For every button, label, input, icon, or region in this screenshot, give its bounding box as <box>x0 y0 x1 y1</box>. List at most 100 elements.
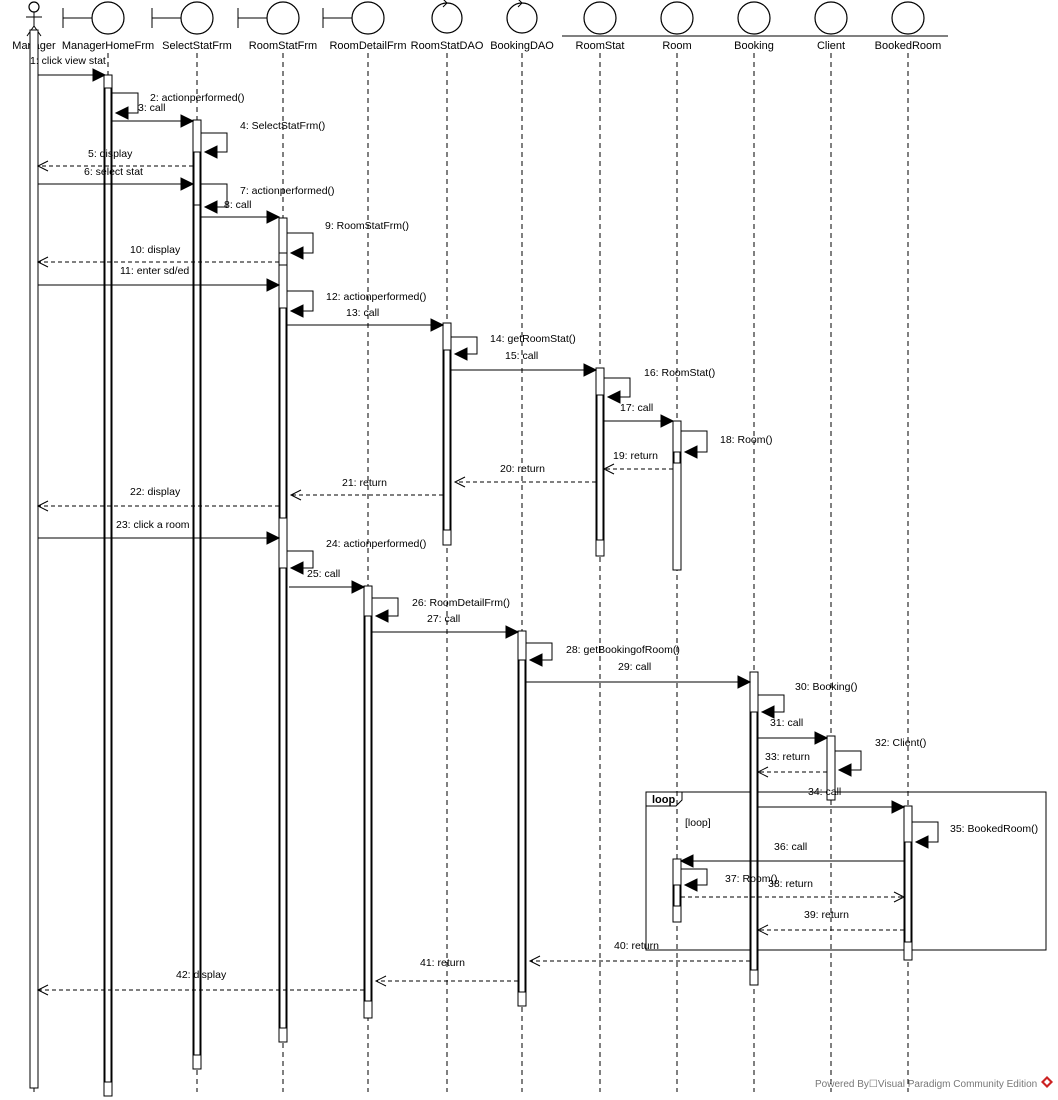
message-label: 11: enter sd/ed <box>120 265 189 277</box>
activation-bar <box>596 394 604 541</box>
message-label: 8: call <box>224 199 251 211</box>
message-18: 18: Room() <box>681 430 773 459</box>
message-label: 9: RoomStatFrm() <box>325 220 409 232</box>
message-32: 32: Client() <box>835 737 926 777</box>
activation-bar <box>826 735 836 801</box>
loop-tag: loop <box>652 794 675 806</box>
message-1: 1: click view stat <box>30 55 107 82</box>
message-label: 13: call <box>346 307 379 319</box>
message-arrowhead <box>453 476 466 488</box>
message-arrowhead <box>760 705 775 719</box>
activation-bar <box>443 349 451 531</box>
message-label: 29: call <box>618 661 651 673</box>
message-arrowhead <box>36 256 49 268</box>
message-label: 17: call <box>620 402 653 414</box>
message-10: 10: display <box>36 244 279 268</box>
message-arrowhead <box>756 766 769 778</box>
message-arrowhead <box>891 800 906 814</box>
message-7: 7: actionperformed() <box>201 183 335 214</box>
message-24: 24: actionperformed() <box>287 538 426 575</box>
message-28: 28: getBookingofRoom() <box>526 642 680 667</box>
message-arrowhead <box>180 177 195 191</box>
activation-bar <box>673 884 681 907</box>
participant-managerhome: ManagerHomeFrm <box>62 1 154 52</box>
message-arrowhead <box>505 625 520 639</box>
message-27: 27: call <box>372 613 520 639</box>
message-42: 42: display <box>36 969 364 996</box>
participant-selectstat: SelectStatFrm <box>151 1 232 52</box>
message-arrowhead <box>289 561 304 575</box>
loop-tag-border <box>646 792 683 807</box>
message-arrowhead <box>453 347 468 361</box>
activation-bar <box>673 451 681 464</box>
message-9: 9: RoomStatFrm() <box>287 220 409 260</box>
message-40: 40: return <box>528 940 750 967</box>
message-8: 8: call <box>201 199 281 224</box>
message-26: 26: RoomDetailFrm() <box>372 597 510 623</box>
message-label: 40: return <box>614 940 659 952</box>
message-arrowhead <box>203 145 218 159</box>
participant-name: Room <box>662 40 691 52</box>
participant-name: BookingDAO <box>490 40 554 52</box>
message-label: 12: actionperformed() <box>326 291 426 303</box>
message-13: 13: call <box>287 307 445 332</box>
message-33: 33: return <box>756 751 827 778</box>
participant-name: RoomStatDAO <box>411 40 484 52</box>
message-14: 14: getRoomStat() <box>451 333 576 361</box>
message-label: 10: display <box>130 244 181 256</box>
message-6: 6: select stat <box>38 166 195 191</box>
message-35: 35: BookedRoom() <box>912 821 1038 849</box>
message-label: 26: RoomDetailFrm() <box>412 597 510 609</box>
participant-name: ManagerHomeFrm <box>62 40 154 52</box>
message-label: 15: call <box>505 350 538 362</box>
message-arrowhead <box>36 500 49 512</box>
control-icon <box>431 0 463 34</box>
message-arrowhead <box>814 731 829 745</box>
message-arrowhead <box>266 278 281 292</box>
message-22: 22: display <box>36 486 279 512</box>
message-4: 4: SelectStatFrm() <box>201 120 325 159</box>
message-label: 41: return <box>420 957 465 969</box>
message-label: 27: call <box>427 613 460 625</box>
activation-bar <box>518 659 526 993</box>
message-label: 7: actionperformed() <box>240 185 335 197</box>
message-label: 25: call <box>307 568 340 580</box>
message-label: 34: call <box>808 786 841 798</box>
message-11: 11: enter sd/ed <box>38 265 281 292</box>
watermark: Powered By☐Visual Paradigm Community Edi… <box>815 1079 1037 1090</box>
message-label: 42: display <box>176 969 227 981</box>
activation-bar <box>279 567 287 1029</box>
activation-bar <box>672 420 682 571</box>
message-label: 2: actionperformed() <box>150 92 245 104</box>
participant-name: RoomStat <box>576 40 625 52</box>
loop-fragment: loop [loop] <box>645 791 1047 951</box>
message-arrowhead <box>683 445 698 459</box>
message-12: 12: actionperformed() <box>287 290 426 318</box>
actor-icon <box>26 1 42 37</box>
participant-client: Client <box>814 1 848 52</box>
message-37: 37: Room() <box>681 868 778 892</box>
message-arrowhead <box>180 114 195 128</box>
entity-icon <box>737 1 771 35</box>
message-arrowhead <box>92 68 107 82</box>
message-arrowhead <box>837 763 852 777</box>
message-label: 22: display <box>130 486 181 498</box>
participant-name: SelectStatFrm <box>162 40 232 52</box>
activation-bar <box>904 841 912 943</box>
message-arrowhead <box>289 304 304 318</box>
message-label: 18: Room() <box>720 434 773 446</box>
message-arrowhead <box>374 609 389 623</box>
boundary-icon <box>62 1 125 35</box>
participant-roomdetail: RoomDetailFrm <box>322 1 407 52</box>
message-39: 39: return <box>756 909 904 936</box>
message-36: 36: call <box>679 841 904 868</box>
message-label: 36: call <box>774 841 807 853</box>
message-arrowhead <box>351 580 366 594</box>
entity-icon <box>891 1 925 35</box>
message-arrowhead <box>36 984 49 996</box>
message-41: 41: return <box>374 957 518 987</box>
message-arrowhead <box>683 878 698 892</box>
message-arrowhead <box>528 955 541 967</box>
message-label: 4: SelectStatFrm() <box>240 120 325 132</box>
message-2: 2: actionperformed() <box>112 92 245 120</box>
